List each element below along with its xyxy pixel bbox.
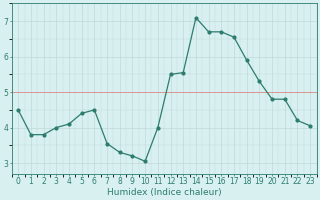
X-axis label: Humidex (Indice chaleur): Humidex (Indice chaleur)	[107, 188, 221, 197]
